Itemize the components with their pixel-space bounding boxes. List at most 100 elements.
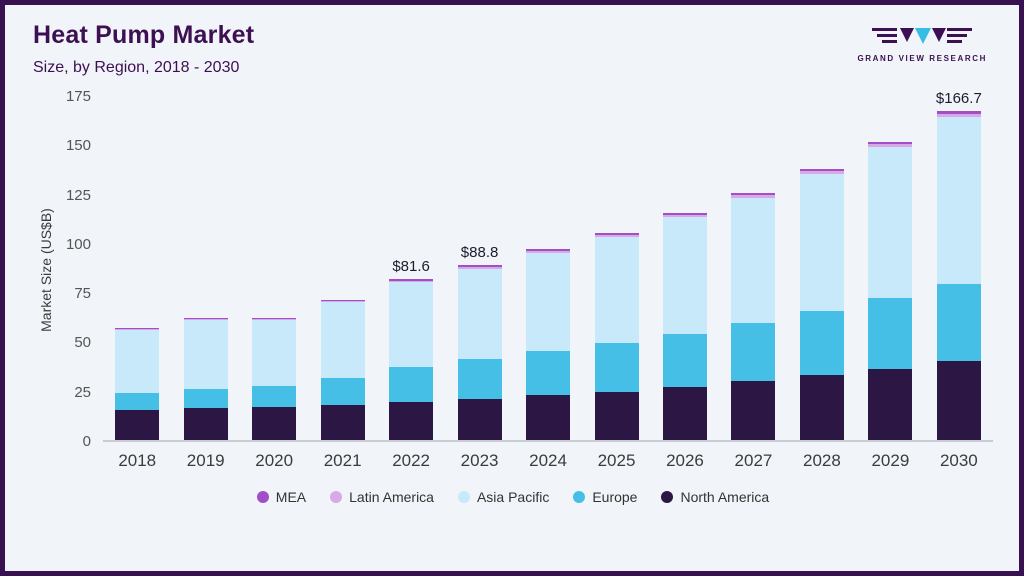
bar-column-2026 [651,97,719,440]
header: Heat Pump Market Size, by Region, 2018 -… [33,21,993,77]
bar-segment-europe [183,388,228,409]
bar-segment-europe [115,392,160,411]
bar-segment-europe [252,385,297,408]
legend-dot [457,491,470,503]
bar-segment-europe [389,367,434,402]
bar-segment-europe [457,359,502,399]
bar-segment-asia-pacific [320,302,365,378]
bar-column-2029 [856,97,924,440]
bar-segment-mea [320,299,365,301]
bar-segment-mea [731,192,776,195]
page-subtitle: Size, by Region, 2018 - 2030 [33,59,240,76]
bar-segment-latin-america [183,318,228,320]
legend-label: Europe [592,489,638,505]
bar-stack [389,279,434,440]
bar-segment-north-america [252,407,297,440]
bar-segment-europe [594,343,639,392]
bar-segment-europe [731,322,776,381]
bar-segment-asia-pacific [526,252,571,352]
bar-column-2025 [582,97,650,440]
bar-segment-asia-pacific [594,236,639,344]
plot-area: $81.6 $88.8 $166.7 [103,90,993,442]
bar-segment-latin-america [868,144,913,148]
bar-column-2027 [719,97,787,440]
bar-segment-latin-america [526,250,571,253]
x-tick-label: 2026 [666,451,704,470]
bar-column-2019 [171,97,239,440]
x-tick-label: 2027 [734,451,773,470]
plot-column: $81.6 $88.8 $166.7 2018 2019 2020 2021 2022 202… [103,90,993,471]
bar-segment-latin-america [457,266,502,269]
bar-stack [868,141,913,440]
bar-stack [936,111,981,440]
y-tick-label: 125 [65,186,91,204]
x-tick-label: 2020 [255,451,294,470]
bar-segment-europe [936,284,981,362]
bar-segment-mea [115,327,160,329]
bar-stack [457,264,502,440]
bar-segment-asia-pacific [183,319,228,389]
bar-column-2028 [788,97,856,440]
y-axis-title-wrap: Market Size (US$B) [33,97,59,442]
bar-value-label: $81.6 [392,258,430,276]
bar-segment-mea [183,317,228,319]
bar-segment-mea [526,248,571,251]
bar-segment-mea [594,232,639,235]
bar-stack [115,327,160,440]
bar-segment-asia-pacific [799,173,844,311]
bar-segment-europe [320,377,365,405]
bar-segment-north-america [526,394,571,440]
bar-segment-asia-pacific [389,282,434,368]
legend-dot [330,491,343,503]
header-titles: Heat Pump Market Size, by Region, 2018 -… [33,21,254,77]
bar-stack [594,232,639,440]
bar-segment-mea [936,111,981,114]
bar-segment-europe [799,310,844,375]
bar-segment-asia-pacific [936,116,981,285]
bar-segment-north-america [320,404,365,440]
x-tick-label: 2030 [939,451,978,470]
x-tick-label: 2022 [392,451,431,470]
bar-segment-asia-pacific [252,319,297,386]
legend-label: Latin America [349,489,434,505]
bar-segment-mea [389,279,434,281]
bar-segment-north-america [457,398,502,440]
x-axis: 2018 2019 2020 2021 2022 2023 2024 2025 2026 2027… [103,451,993,471]
bar-segment-latin-america [799,170,844,174]
x-tick-label: 2021 [323,451,362,470]
bar-stack [252,317,297,440]
y-axis: 0 25 50 75 100 125 150 175 [59,88,103,450]
bar-column-2023: $88.8 [445,97,513,440]
bar-segment-north-america [662,386,707,440]
x-tick-label: 2019 [186,451,225,470]
bar-segment-north-america [731,380,776,440]
bar-segment-asia-pacific [662,217,707,334]
bar-stack [662,212,707,440]
legend-dot [573,491,586,503]
x-tick-label: 2023 [460,451,499,470]
bar-segment-mea [799,168,844,171]
bar-value-label: $88.8 [460,243,499,261]
bar-segment-asia-pacific [868,147,913,299]
y-tick-label: 50 [74,334,91,352]
legend-label: Asia Pacific [476,489,550,505]
legend-label: North America [680,489,770,505]
bar-segment-latin-america [594,234,639,237]
bar-segment-latin-america [320,300,365,303]
y-tick-label: 175 [65,88,91,105]
x-tick-label: 2028 [803,451,841,470]
y-tick-label: 0 [82,433,91,450]
bar-segment-latin-america [389,280,434,283]
brand-logo-icon [872,28,973,51]
bar-segment-mea [252,317,297,319]
bar-segment-north-america [868,369,913,440]
bar-segment-asia-pacific [115,329,160,393]
legend-item-asia-pacific: Asia Pacific [457,489,550,505]
bar-segment-north-america [799,374,844,440]
x-tick-label: 2029 [871,451,910,470]
bar-segment-mea [662,212,707,215]
bar-segment-north-america [389,401,434,440]
bar-column-2018 [103,97,171,440]
bar-segment-europe [526,351,571,395]
bar-segment-latin-america [731,194,776,198]
